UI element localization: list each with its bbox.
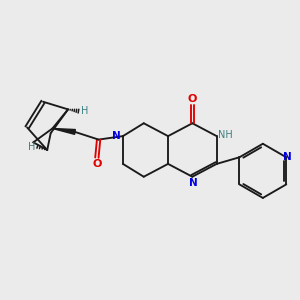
Text: O: O	[188, 94, 197, 104]
Text: N: N	[189, 178, 197, 188]
Text: O: O	[92, 159, 102, 169]
Text: N: N	[112, 131, 120, 141]
Text: H: H	[28, 142, 35, 152]
Text: NH: NH	[218, 130, 233, 140]
Text: N: N	[283, 152, 292, 162]
Text: H: H	[81, 106, 88, 116]
Polygon shape	[52, 128, 75, 134]
